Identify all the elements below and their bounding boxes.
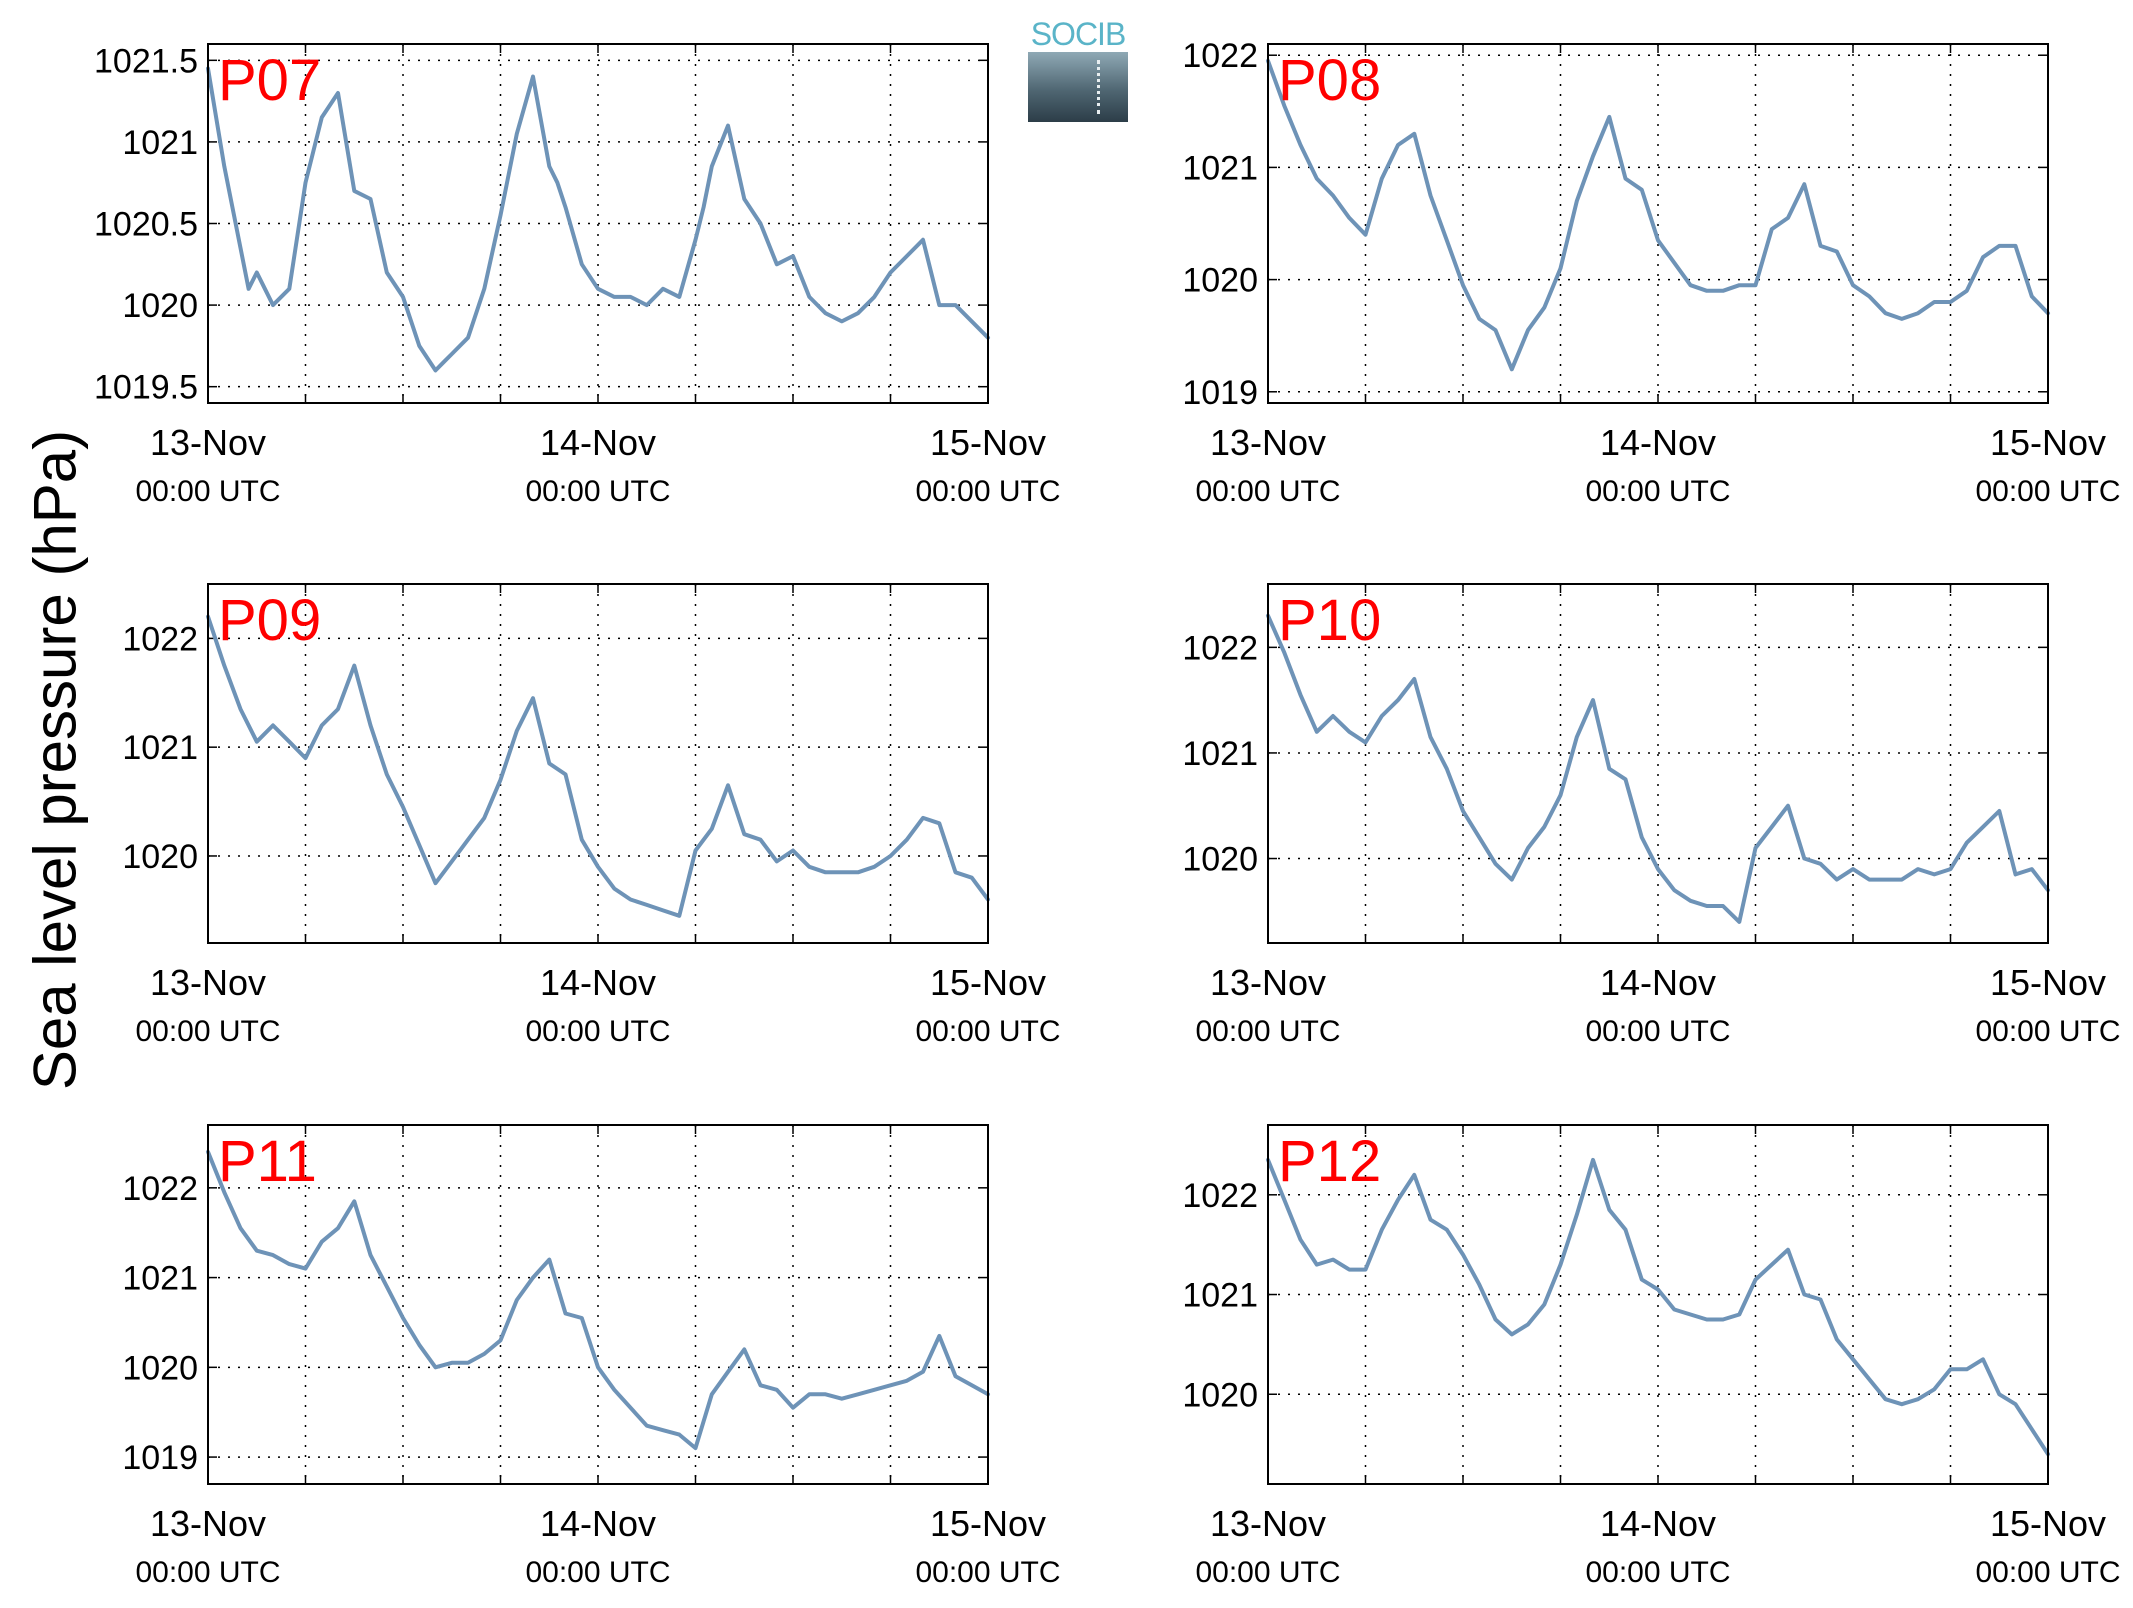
plot-frame	[1267, 1124, 2049, 1485]
x-tick-label-time: 00:00 UTC	[1585, 1556, 1730, 1589]
plot-frame	[207, 1124, 989, 1485]
x-tick-label-date: 14-Nov	[540, 962, 656, 1003]
y-tick-label: 1020	[1182, 1376, 1258, 1414]
x-tick-label-time: 00:00 UTC	[1585, 475, 1730, 508]
panel-label: P11	[218, 1129, 317, 1194]
y-tick-label: 1020	[122, 287, 198, 325]
y-tick-label: 1021.5	[94, 42, 198, 80]
panel-p12: 1020 1021 1022 13-Nov 00:00 UTC 14-Nov 00:00 U…	[1182, 1124, 2121, 1589]
plot-frame	[207, 43, 989, 404]
x-tick-label-date: 15-Nov	[1990, 422, 2106, 463]
x-tick-label-time: 00:00 UTC	[1975, 475, 2120, 508]
x-tick-label-time: 00:00 UTC	[915, 1015, 1060, 1048]
panel-label: P07	[218, 48, 321, 113]
x-tick-label-date: 13-Nov	[1210, 962, 1326, 1003]
plot-frame	[1267, 583, 2049, 944]
plot-frame	[1267, 43, 2049, 404]
x-tick-label-date: 15-Nov	[1990, 962, 2106, 1003]
panel-label: P10	[1278, 588, 1381, 653]
panel-p09: 1020 1021 1022 13-Nov 00:00 UTC 14-Nov 00:00 U…	[122, 583, 1061, 1048]
y-tick-label: 1019	[122, 1439, 198, 1477]
y-tick-label: 1020.5	[94, 206, 198, 244]
y-tick-label: 1020	[1182, 262, 1258, 300]
y-tick-label: 1021	[1182, 149, 1258, 187]
x-tick-label-date: 15-Nov	[930, 962, 1046, 1003]
y-tick-label: 1020	[122, 1349, 198, 1387]
x-tick-label-date: 14-Nov	[1600, 1503, 1716, 1544]
x-tick-label-time: 00:00 UTC	[525, 1015, 670, 1048]
panel-p08: 1019 1020 1021 1022 13-Nov 00:00 UTC 14-Nov 00:…	[1182, 37, 2120, 508]
x-tick-label-date: 14-Nov	[1600, 962, 1716, 1003]
x-tick-label-date: 14-Nov	[1600, 422, 1716, 463]
x-tick-label-time: 00:00 UTC	[135, 1015, 280, 1048]
x-tick-label-time: 00:00 UTC	[135, 475, 280, 508]
panel-label: P12	[1278, 1129, 1381, 1194]
y-tick-label: 1019.5	[94, 369, 198, 407]
panel-label: P08	[1278, 48, 1381, 113]
series-line	[1266, 613, 2050, 924]
x-tick-label-date: 15-Nov	[1990, 1503, 2106, 1544]
panel-p10: 1020 1021 1022 13-Nov 00:00 UTC 14-Nov 00:00 U…	[1182, 583, 2121, 1048]
y-tick-label: 1022	[1182, 37, 1258, 75]
x-tick-label-time: 00:00 UTC	[1195, 1556, 1340, 1589]
x-tick-label-date: 13-Nov	[150, 962, 266, 1003]
x-tick-label-time: 00:00 UTC	[915, 1556, 1060, 1589]
y-tick-label: 1019	[1182, 374, 1258, 412]
x-tick-label-time: 00:00 UTC	[525, 475, 670, 508]
y-tick-label: 1021	[1182, 1277, 1258, 1315]
x-tick-label-time: 00:00 UTC	[525, 1556, 670, 1589]
y-tick-label: 1021	[1182, 735, 1258, 773]
y-tick-label: 1022	[1182, 629, 1258, 667]
socib-logo: SOCIB	[1028, 18, 1128, 122]
x-tick-label-date: 14-Nov	[540, 422, 656, 463]
logo-text: SOCIB	[1030, 16, 1127, 52]
x-tick-label-date: 13-Nov	[1210, 1503, 1326, 1544]
x-tick-label-time: 00:00 UTC	[915, 475, 1060, 508]
x-tick-label-time: 00:00 UTC	[1585, 1015, 1730, 1048]
series-line	[206, 1149, 990, 1451]
x-tick-label-date: 13-Nov	[1210, 422, 1326, 463]
y-tick-label: 1021	[122, 124, 198, 162]
logo-dotted-line	[1097, 60, 1100, 114]
x-tick-label-time: 00:00 UTC	[1195, 475, 1340, 508]
x-tick-label-date: 15-Nov	[930, 422, 1046, 463]
x-tick-label-date: 13-Nov	[150, 1503, 266, 1544]
panel-p11: 1019 1020 1021 1022 13-Nov 00:00 UTC 14-Nov 00:…	[122, 1124, 1061, 1589]
series-line	[206, 614, 990, 918]
series-line	[206, 66, 990, 373]
series-line	[1266, 58, 2050, 372]
panel-p07: 1019.5 1020 1020.5 1021 1021.5 13-Nov 00:00 UT…	[94, 42, 1061, 508]
y-tick-label: 1022	[122, 620, 198, 658]
y-tick-label: 1022	[1182, 1177, 1258, 1215]
logo-graphic	[1028, 52, 1128, 122]
panel-label: P09	[218, 588, 321, 653]
x-tick-label-time: 00:00 UTC	[1195, 1015, 1340, 1048]
y-tick-label: 1020	[1182, 841, 1258, 879]
y-tick-label: 1021	[122, 729, 198, 767]
x-tick-label-date: 14-Nov	[540, 1503, 656, 1544]
series-line	[1266, 1157, 2050, 1457]
x-tick-label-date: 15-Nov	[930, 1503, 1046, 1544]
x-tick-label-time: 00:00 UTC	[1975, 1015, 2120, 1048]
x-tick-label-time: 00:00 UTC	[1975, 1556, 2120, 1589]
x-tick-label-date: 13-Nov	[150, 422, 266, 463]
x-tick-label-time: 00:00 UTC	[135, 1556, 280, 1589]
y-tick-label: 1020	[122, 838, 198, 876]
y-tick-label: 1022	[122, 1170, 198, 1208]
y-axis-label: Sea level pressure (hPa)	[21, 429, 89, 1091]
y-tick-label: 1021	[122, 1260, 198, 1298]
plot-frame	[207, 583, 989, 944]
